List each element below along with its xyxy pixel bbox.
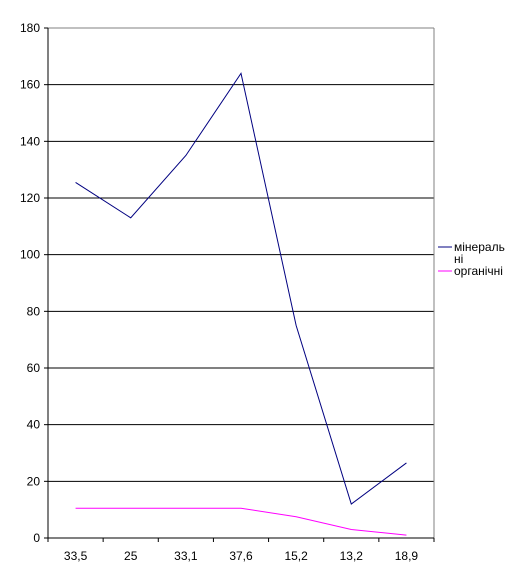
x-axis-ticks: 33,5 25 33,1 37,6 15,2 13,2 18,9 <box>47 538 435 563</box>
gridlines <box>48 27 434 482</box>
legend-label: мінераль <box>454 240 505 254</box>
y-tick-label: 80 <box>27 304 41 318</box>
series-lines <box>75 72 407 536</box>
x-tick-label: 18,9 <box>395 549 419 563</box>
x-tick-label: 15,2 <box>284 549 308 563</box>
y-tick-label: 160 <box>20 78 40 92</box>
x-tick-label: 33,5 <box>64 549 88 563</box>
y-axis-ticks: 0 20 40 60 80 100 120 140 160 180 <box>20 21 48 545</box>
legend-label: органічні <box>454 264 503 278</box>
y-tick-label: 100 <box>20 248 40 262</box>
x-tick-label: 33,1 <box>174 549 198 563</box>
series-line-mineral <box>75 72 407 505</box>
x-tick-label: 37,6 <box>229 549 253 563</box>
x-tick-label: 13,2 <box>340 549 364 563</box>
legend-label: ні <box>454 252 463 266</box>
x-tick-label: 25 <box>124 549 138 563</box>
y-tick-label: 20 <box>27 474 41 488</box>
y-tick-label: 60 <box>27 361 41 375</box>
axes <box>47 27 435 539</box>
y-tick-label: 120 <box>20 191 40 205</box>
y-tick-label: 0 <box>33 531 40 545</box>
y-tick-label: 40 <box>27 418 41 432</box>
y-tick-label: 140 <box>20 134 40 148</box>
y-tick-label: 180 <box>20 21 40 35</box>
series-line-organic <box>75 507 407 536</box>
